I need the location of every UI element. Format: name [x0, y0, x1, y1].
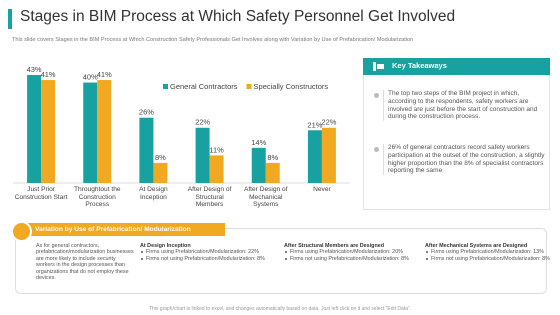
x-tick-label: At Design Inception: [139, 186, 168, 201]
value-label: 22%: [195, 118, 210, 127]
bar: [139, 117, 154, 183]
bar: [153, 162, 168, 183]
bullet: [374, 93, 379, 98]
variation-column: After Structural Members are Designed Fi…: [284, 243, 414, 262]
bar: [27, 75, 42, 183]
bar: [321, 127, 336, 183]
variation-column: After Mechanical Systems are Designed Fi…: [425, 243, 555, 262]
bar: [307, 130, 322, 183]
takeaways-header: [363, 58, 550, 75]
bar: [265, 162, 280, 183]
title-accent: [8, 9, 12, 29]
takeaways-icon: [373, 62, 384, 71]
variation-panel: [15, 228, 547, 294]
column-item: Firms using Prefabrication/Modularizatio…: [425, 249, 555, 255]
value-label: 14%: [251, 138, 266, 147]
takeaways-title: Key Takeaways: [392, 61, 447, 70]
column-item: Firms not using Prefabrication/Modulariz…: [140, 256, 270, 262]
value-label: 41%: [97, 70, 112, 79]
legend-swatch: [163, 84, 168, 89]
value-label: 8%: [155, 153, 166, 162]
legend-label: Specially Constructors: [254, 82, 329, 91]
column-title: After Mechanical Systems are Designed: [425, 243, 528, 249]
bar: [41, 80, 56, 183]
value-label: 26%: [139, 108, 154, 117]
column-item: Firms using Prefabrication/Modularizatio…: [140, 249, 270, 255]
title: Stages in BIM Process at Which Safety Pe…: [20, 8, 456, 25]
value-label: 11%: [209, 145, 224, 154]
column-item: Firms not using Prefabrication/Modulariz…: [284, 256, 414, 262]
bar: [195, 127, 210, 183]
variation-summary: As for general contractors, prefabricati…: [36, 243, 134, 282]
footer: This graph/chart is linked to excel, and…: [148, 306, 412, 312]
takeaways-panel: [363, 58, 550, 210]
x-tick-label: Throughtout the Construction Process: [73, 186, 121, 209]
x-tick-label: Just Prior Construction Start: [14, 186, 68, 201]
value-label: 8%: [267, 153, 278, 162]
takeaway: The top two steps of the BIM project in …: [383, 90, 548, 122]
column-title: At Design Inception: [140, 243, 191, 249]
variation-header: [15, 223, 225, 236]
legend-label: General Contractors: [170, 82, 238, 91]
variation-title: Variation by Use of Prefabrication/ Modu…: [35, 226, 191, 233]
bar: [97, 80, 112, 183]
value-label: 40%: [83, 73, 98, 82]
x-tick-label: Never: [313, 186, 331, 193]
bar: [209, 155, 224, 183]
subtitle: This slide covers Stages in the BIM Proc…: [12, 37, 414, 43]
column-item: Firms not using Prefabrication/Modulariz…: [425, 256, 555, 262]
legend-swatch: [246, 84, 252, 89]
chart: 43%41% 40%41%26%8%22%11%14%8%21%22%Genera…: [13, 65, 350, 184]
variation-icon: [11, 221, 32, 242]
value-label: 41%: [41, 70, 56, 79]
x-tick-label: After Design of Structural Members: [187, 186, 232, 209]
column-item: Firms using Prefabrication/Modularizatio…: [284, 249, 414, 255]
column-title: After Structural Members are Designed: [284, 243, 385, 249]
bar: [83, 82, 98, 183]
takeaway: 26% of general contractors record safety…: [383, 144, 548, 176]
value-label: 21%: [307, 120, 322, 129]
value-label: 22%: [321, 118, 336, 127]
variation-column: At Design Inception Firms using Prefabri…: [140, 243, 270, 262]
bar: [251, 147, 266, 183]
value-label: 43%: [27, 65, 42, 74]
x-tick-label: After Design of Mechanical Systems: [243, 186, 288, 209]
bullet: [374, 147, 379, 152]
